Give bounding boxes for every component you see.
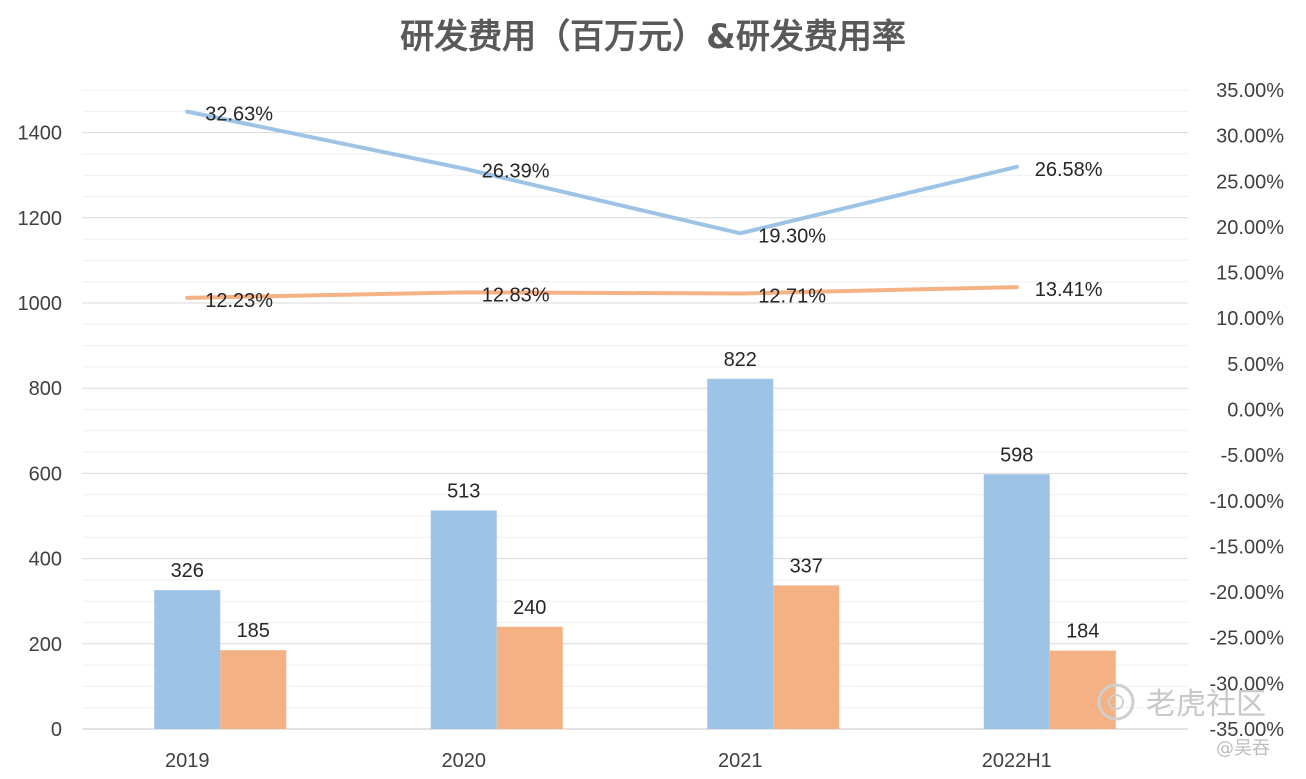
watermark-logo-icon (1097, 683, 1135, 721)
line-series: 32.63% 26.39% 19.30% 26.58% 12.23% 12.83% 12.7… (185, 104, 1103, 312)
bar-series: 326 513 822 598 185 240 337 184 (154, 349, 1116, 729)
left-tick-label: 1400 (18, 123, 63, 145)
series-line (185, 109, 1019, 236)
line-data-label: 12.23% (205, 290, 273, 312)
watermark: 老虎社区 @吴吞 (1097, 683, 1270, 759)
right-tick-label: -15.00% (1210, 536, 1285, 558)
bar-data-label: 326 (171, 560, 204, 582)
left-axis: 0 200 400 600 800 1000 1200 1400 (18, 123, 63, 741)
line-data-label: 13.41% (1035, 279, 1103, 301)
watermark-logo-inner-icon (1108, 694, 1124, 710)
right-tick-label: 10.00% (1216, 308, 1284, 330)
gridlines (82, 89, 1188, 730)
left-tick-label: 1000 (18, 293, 63, 315)
bar-data-label: 822 (724, 349, 757, 371)
bar-data-label: 240 (513, 597, 546, 619)
right-tick-label: -10.00% (1210, 491, 1285, 513)
right-tick-label: -35.00% (1210, 719, 1285, 741)
bar-data-label: 337 (790, 555, 823, 577)
right-tick-label: -5.00% (1221, 445, 1285, 467)
line-data-label: 19.30% (758, 225, 826, 247)
x-tick-label: 2020 (442, 750, 487, 772)
line-data-label: 26.39% (482, 161, 550, 183)
watermark-author: @吴吞 (1216, 738, 1270, 759)
x-tick-label: 2019 (165, 750, 210, 772)
bar (496, 626, 563, 729)
series-line (185, 285, 1019, 300)
line-data-label: 12.83% (482, 284, 550, 306)
x-axis: 2019 2020 2021 2022H1 (165, 750, 1052, 772)
bar (154, 590, 221, 729)
bar (430, 510, 497, 729)
left-tick-label: 0 (51, 719, 62, 741)
left-tick-label: 600 (29, 463, 62, 485)
bar (773, 585, 840, 729)
x-tick-label: 2021 (718, 750, 763, 772)
bar (707, 378, 774, 729)
x-tick-label: 2022H1 (982, 750, 1052, 772)
left-tick-label: 800 (29, 378, 62, 400)
right-tick-label: 20.00% (1216, 217, 1284, 239)
right-tick-label: 5.00% (1227, 354, 1284, 376)
chart-title: 研发费用（百万元）&研发费用率 (400, 17, 906, 57)
line-data-label: 32.63% (205, 104, 273, 126)
right-tick-label: 0.00% (1227, 400, 1284, 422)
right-axis: -35.00% -30.00% -25.00% -20.00% -15.00% -10.0… (1210, 80, 1285, 741)
left-tick-label: 200 (29, 634, 62, 656)
right-tick-label: -20.00% (1210, 582, 1285, 604)
bar (220, 650, 287, 729)
right-tick-label: 35.00% (1216, 80, 1284, 102)
right-tick-label: 15.00% (1216, 263, 1284, 285)
left-tick-label: 1200 (18, 208, 63, 230)
bar-data-label: 185 (237, 620, 270, 642)
bar-data-label: 513 (447, 480, 480, 502)
line-data-label: 26.58% (1035, 159, 1103, 181)
bar (983, 474, 1050, 729)
right-tick-label: 25.00% (1216, 171, 1284, 193)
bar-data-label: 598 (1000, 444, 1033, 466)
watermark-brand: 老虎社区 (1146, 687, 1266, 722)
right-tick-label: -30.00% (1210, 673, 1285, 695)
bar-data-label: 184 (1066, 621, 1099, 643)
right-tick-label: -25.00% (1210, 628, 1285, 650)
left-tick-label: 400 (29, 549, 62, 571)
line-data-label: 12.71% (758, 285, 826, 307)
right-tick-label: 30.00% (1216, 126, 1284, 148)
